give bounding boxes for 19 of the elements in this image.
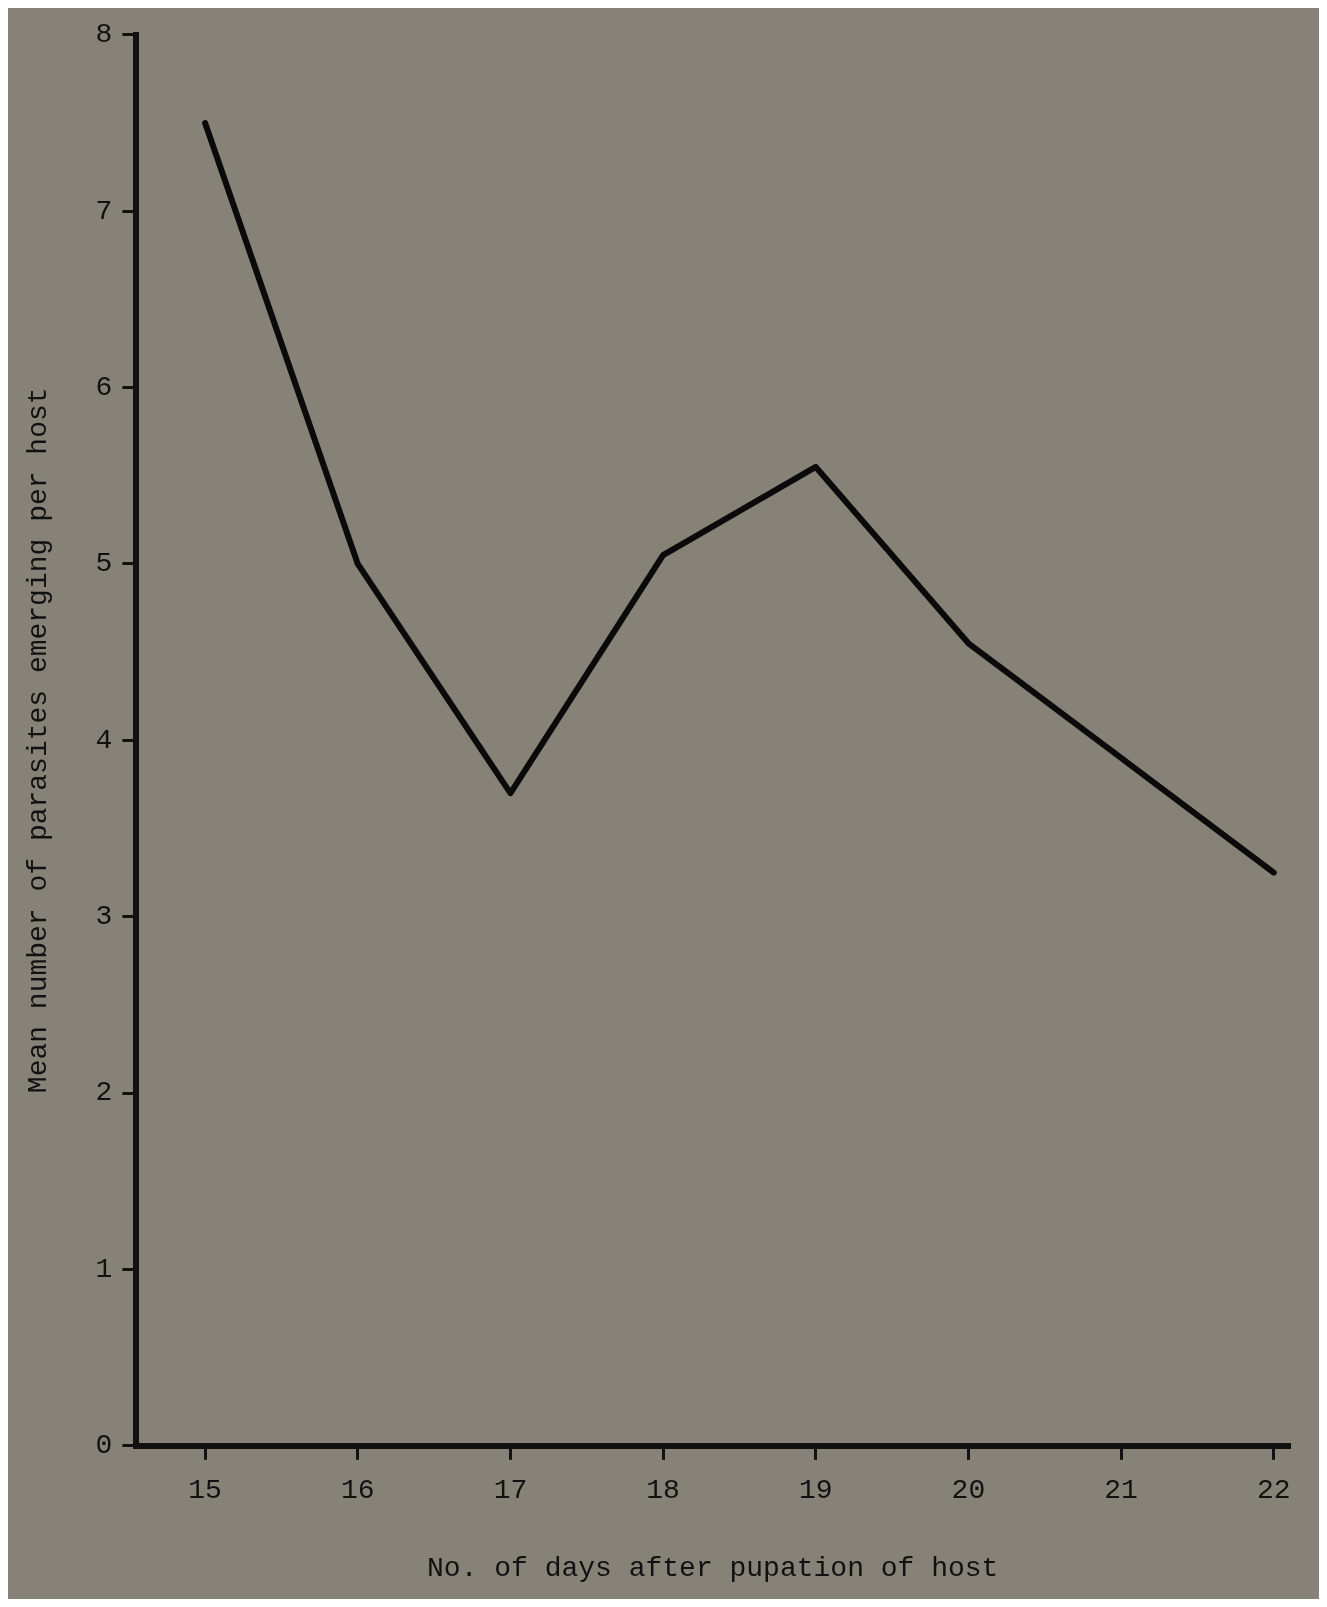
y-tick-label: 5 [95, 548, 113, 580]
x-tick-label: 16 [340, 1475, 375, 1507]
x-tick-label: 17 [493, 1475, 528, 1507]
x-tick-label: 20 [951, 1475, 986, 1507]
y-tick-label: 0 [95, 1430, 113, 1462]
x-tick-label: 22 [1256, 1475, 1291, 1507]
y-axis-title: Mean number of parasites emerging per host [23, 387, 55, 1094]
y-tick-label: 1 [95, 1253, 113, 1285]
y-tick-label: 2 [95, 1077, 113, 1109]
y-tick-label: 8 [95, 19, 113, 51]
y-tick-label: 3 [95, 901, 113, 933]
x-tick-label: 21 [1104, 1475, 1138, 1507]
y-tick-label: 6 [95, 371, 113, 403]
x-axis-title: No. of days after pupation of host [427, 1552, 999, 1584]
y-tick-label: 4 [95, 724, 113, 756]
x-tick-label: 19 [798, 1475, 833, 1507]
x-tick-label: 18 [646, 1475, 680, 1507]
y-tick-label: 7 [95, 195, 113, 227]
x-tick-label: 15 [188, 1475, 222, 1507]
